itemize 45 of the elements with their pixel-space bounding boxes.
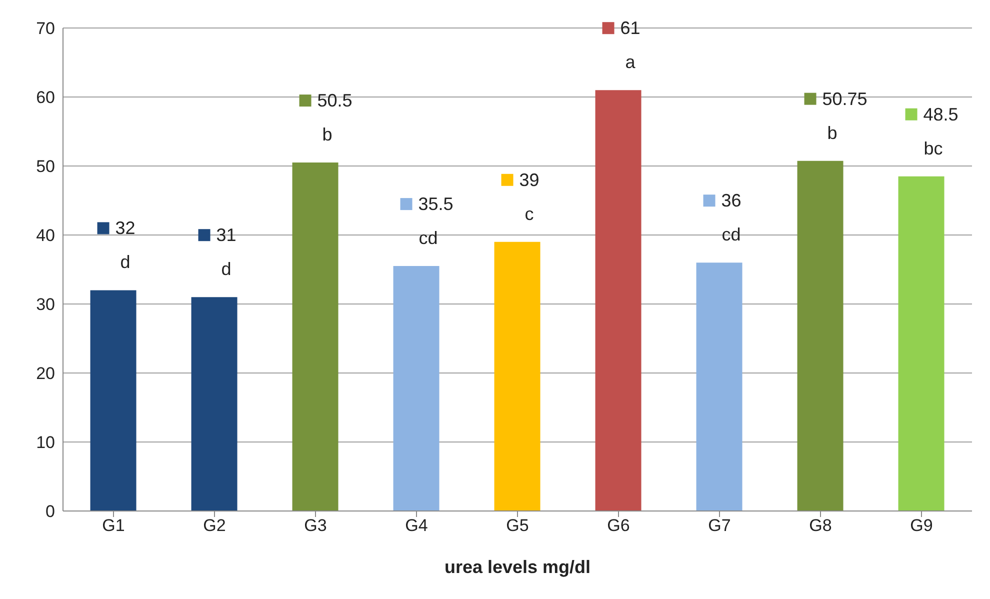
bar <box>898 176 944 511</box>
bar <box>393 266 440 511</box>
bar <box>90 290 136 511</box>
data-label: 61 <box>620 18 640 38</box>
x-tick-label: G2 <box>203 516 226 536</box>
x-tick-label: G3 <box>304 516 327 536</box>
data-label: 48.5 <box>923 104 958 124</box>
x-tick-label: G7 <box>708 516 731 536</box>
annotation: d <box>221 259 232 280</box>
x-tick-label: G4 <box>405 516 428 536</box>
y-tick-label: 70 <box>36 19 55 38</box>
data-label: 32 <box>115 218 136 238</box>
annotation: b <box>827 122 838 143</box>
data-label: 36 <box>721 190 742 211</box>
data-label: 35.5 <box>418 194 454 214</box>
y-tick-label: 0 <box>46 502 55 522</box>
y-tick-label: 10 <box>36 433 55 452</box>
y-tick-label: 40 <box>36 226 55 246</box>
x-tick-label: G8 <box>809 516 832 536</box>
y-tick-label: 60 <box>36 88 55 108</box>
x-tick-label: G1 <box>102 516 125 536</box>
annotation: c <box>524 204 534 224</box>
bar <box>494 242 540 511</box>
y-tick-label: 20 <box>36 364 55 384</box>
annotation: a <box>625 52 636 72</box>
y-tick-label: 30 <box>36 295 55 314</box>
data-label: 31 <box>216 225 236 246</box>
annotation: cd <box>418 228 438 248</box>
x-axis-title: urea levels mg/dl <box>444 557 591 577</box>
bar <box>292 162 338 511</box>
annotation: d <box>120 252 130 272</box>
bar <box>595 90 642 511</box>
bar <box>191 297 238 511</box>
data-label: 50.5 <box>317 90 352 111</box>
bar <box>797 160 844 511</box>
annotation: cd <box>722 224 741 245</box>
x-tick-label: G6 <box>607 516 630 536</box>
annotation: bc <box>924 138 943 158</box>
x-tick-label: G5 <box>506 516 529 536</box>
x-tick-label: G9 <box>910 516 933 536</box>
data-label: 50.75 <box>822 88 868 109</box>
bar <box>696 262 742 511</box>
data-label: 39 <box>519 170 540 190</box>
annotation: b <box>322 124 332 145</box>
y-tick-label: 50 <box>36 157 55 176</box>
